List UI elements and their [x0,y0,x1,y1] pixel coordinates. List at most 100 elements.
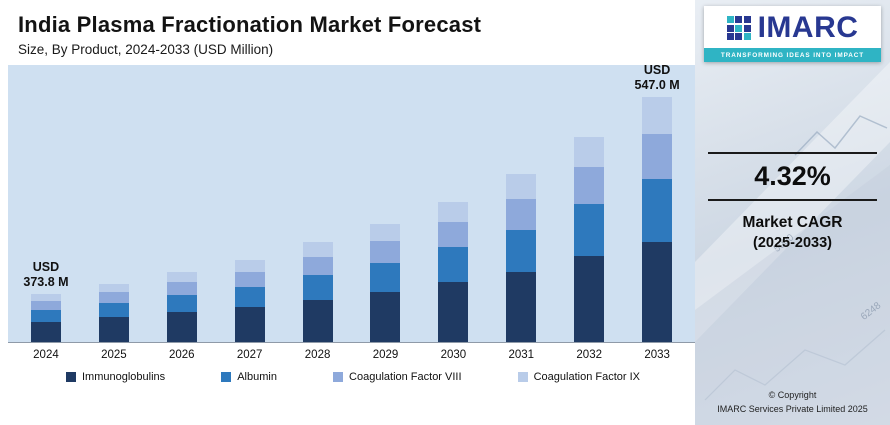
x-axis-label: 2033 [644,349,670,361]
brand-panel: 5000 6248 IMARC TRANSFORMING IDEAS INTO … [695,0,890,425]
page-subtitle: Size, By Product, 2024-2033 (USD Million… [18,42,274,57]
bar-segment-coagulation-factor-viii [302,257,333,275]
bar-stack [506,174,537,342]
x-axis-label: 2024 [33,349,59,361]
legend-label: Immunoglobulins [82,371,166,383]
bar-segment-albumin [30,310,61,322]
bar-segment-albumin [438,247,469,282]
legend-label: Coagulation Factor IX [533,371,640,383]
bar-segment-coagulation-factor-ix [166,272,197,282]
legend-item-immunoglobulins: Immunoglobulins [66,371,165,383]
bar-segment-immunoglobulins [574,256,605,342]
bar-segment-coagulation-factor-viii [30,301,61,310]
bar-column-2025 [80,65,148,342]
bar-stack [574,137,605,342]
bar-stack [234,260,265,342]
bar-segment-immunoglobulins [642,242,673,342]
plot-area: USD 373.8 M USD 547.0 M [8,63,695,343]
divider-line [708,152,877,154]
bar-column-2028 [284,65,352,342]
bar-segment-immunoglobulins [234,307,265,342]
x-axis: 2024 2025 2026 2027 2028 2029 2030 2031 2032 2033 [8,349,695,361]
bar-segment-immunoglobulins [166,312,197,342]
copyright-line2: IMARC Services Private Limited 2025 [717,403,868,414]
bar-segment-coagulation-factor-ix [234,260,265,272]
page-title: India Plasma Fractionation Market Foreca… [18,12,482,37]
bar-segment-coagulation-factor-ix [30,294,61,301]
x-axis-label: 2029 [372,349,399,361]
bar-segment-coagulation-factor-viii [506,199,537,230]
brand-tagline: TRANSFORMING IDEAS INTO IMPACT [704,48,881,62]
decorative-number: 6248 [858,300,884,323]
bar-column-2024: USD 373.8 M [12,65,80,342]
chart-header: India Plasma Fractionation Market Foreca… [0,0,695,65]
bar-stack [98,284,129,342]
bar-stack [166,272,197,342]
bar-segment-coagulation-factor-viii [370,241,401,263]
chart-section: India Plasma Fractionation Market Foreca… [0,0,695,383]
bar-segment-immunoglobulins [506,272,537,342]
bar-segment-albumin [574,204,605,256]
x-axis-label: 2032 [576,349,602,361]
legend-item-coagulation-factor-viii: Coagulation Factor VIII [333,371,462,383]
legend-label: Coagulation Factor VIII [349,371,462,383]
bar-segment-coagulation-factor-ix [438,202,469,222]
copyright-line1: © Copyright [768,390,817,400]
legend-swatch [221,372,232,382]
bar-column-2031 [487,65,555,342]
bar-segment-albumin [166,295,197,312]
bar-segment-albumin [98,303,129,317]
bar-column-2027 [216,65,284,342]
bar-segment-albumin [506,230,537,272]
x-axis-label: 2031 [508,349,535,361]
bar-segment-albumin [234,287,265,307]
bar-segment-coagulation-factor-viii [574,167,605,204]
bar-column-2026 [148,65,216,342]
bar-stack [370,224,401,342]
bar-segment-immunoglobulins [302,300,333,342]
x-axis-label: 2025 [101,349,127,361]
legend-swatch [333,372,344,382]
bar-segment-immunoglobulins [438,282,469,342]
x-axis-label: 2028 [304,349,331,361]
cagr-label: Market CAGR [742,214,843,231]
bar-segment-albumin [302,275,333,300]
legend-item-albumin: Albumin [221,371,277,383]
bar-column-2032 [555,65,623,342]
bar-segment-coagulation-factor-viii [438,222,469,247]
bar-stack [438,202,469,342]
cagr-period: (2025-2033) [753,235,832,251]
copyright: © Copyright IMARC Services Private Limit… [695,389,890,416]
bar-segment-coagulation-factor-ix [98,284,129,292]
bar-segment-coagulation-factor-viii [234,272,265,287]
bar-segment-coagulation-factor-ix [302,242,333,257]
bar-segment-coagulation-factor-viii [642,134,673,179]
bar-value-label: USD 373.8 M [23,259,69,290]
bar-segment-coagulation-factor-ix [574,137,605,167]
x-axis-label: 2027 [236,349,263,361]
legend-swatch [66,372,76,382]
legend: Immunoglobulins Albumin Coagulation Factor… [8,361,695,383]
imarc-logo-text: IMARC [757,11,859,44]
bar-stack [302,242,333,342]
x-axis-label: 2026 [168,349,195,361]
bar-segment-immunoglobulins [30,322,61,342]
bar-segment-coagulation-factor-ix [506,174,537,199]
bar-segment-coagulation-factor-viii [166,282,197,295]
bar-stack: USD 547.0 M [635,63,680,342]
bar-segment-coagulation-factor-viii [98,292,129,303]
bar-segment-albumin [642,179,673,242]
bar-column-2033: USD 547.0 M [623,63,691,342]
bar-stack: USD 373.8 M [23,260,69,342]
cagr-block: 4.32% Market CAGR (2025-2033) [695,152,890,251]
bar-column-2029 [352,65,420,342]
bar-segment-coagulation-factor-ix [370,224,401,241]
bar-value-label: USD 547.0 M [634,62,680,93]
bar-segment-immunoglobulins [370,292,401,342]
legend-swatch [517,372,528,382]
imarc-logo: IMARC [710,13,875,48]
legend-label: Albumin [237,371,277,383]
bar-segment-albumin [370,263,401,292]
imarc-grid-icon [726,16,751,40]
